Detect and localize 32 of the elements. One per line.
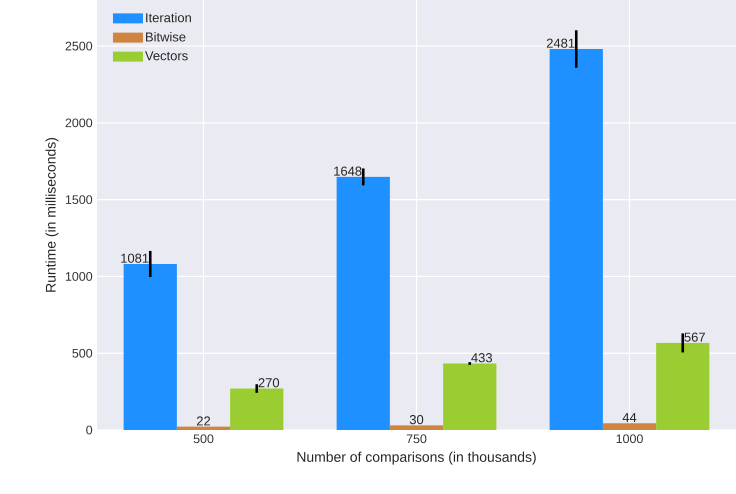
bar	[550, 48, 603, 430]
y-tick-label: 1000	[66, 272, 92, 281]
legend-label: Iteration	[146, 12, 191, 22]
x-tick-label: 750	[406, 434, 426, 444]
data-label: 1648	[334, 166, 362, 176]
data-label: 567	[684, 332, 705, 342]
data-label: 30	[410, 415, 424, 424]
data-label: 22	[196, 416, 210, 426]
data-label: 44	[622, 413, 636, 422]
legend-label: Bitwise	[146, 32, 186, 42]
bar	[602, 423, 656, 430]
data-label: 2481	[546, 38, 574, 48]
y-axis-title: Runtime (in milliseconds)	[45, 138, 58, 292]
y-tick-label: 2000	[66, 118, 92, 128]
bar	[656, 342, 710, 430]
data-label: 270	[258, 378, 280, 388]
bar	[390, 425, 444, 430]
y-tick-label: 1500	[66, 195, 92, 204]
bar	[124, 264, 177, 430]
x-tick-label: 1000	[616, 434, 643, 444]
bar	[336, 176, 390, 430]
bar	[443, 364, 496, 430]
y-tick-label: 2500	[66, 42, 92, 50]
legend-label: Vectors	[145, 51, 188, 60]
x-tick-label: 500	[194, 434, 214, 444]
x-axis-title: Number of comparisons (in thousands)	[297, 452, 536, 465]
y-tick-label: 0	[86, 426, 92, 434]
y-tick-label: 500	[72, 348, 92, 358]
bar	[176, 426, 230, 430]
bar	[230, 388, 284, 430]
data-label: 433	[471, 353, 492, 362]
data-label: 1081	[121, 254, 148, 263]
